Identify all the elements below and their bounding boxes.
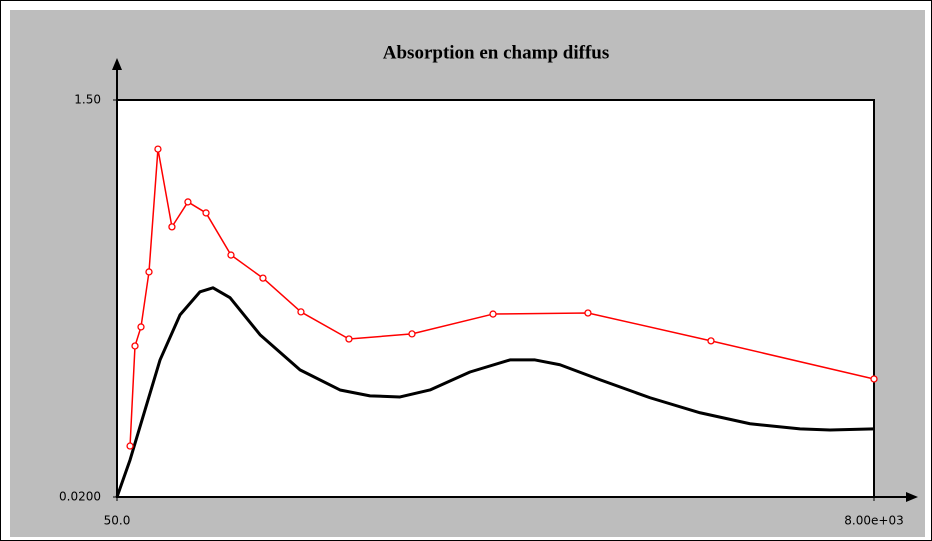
data-point bbox=[184, 198, 192, 206]
data-point bbox=[870, 375, 878, 383]
x-axis-arrow bbox=[906, 492, 918, 502]
data-point bbox=[154, 145, 162, 153]
y-tick-label: 1.50 bbox=[74, 93, 101, 107]
data-point bbox=[131, 342, 139, 350]
data-point bbox=[168, 223, 176, 231]
data-point bbox=[489, 310, 497, 318]
y-tick-label: 0.0200 bbox=[59, 490, 101, 504]
data-point bbox=[137, 323, 145, 331]
chart-title: Absorption en champ diffus bbox=[383, 42, 609, 63]
data-point bbox=[297, 308, 305, 316]
data-point bbox=[584, 309, 592, 317]
x-tick-label: 8.00e+03 bbox=[844, 514, 903, 528]
data-point bbox=[145, 268, 153, 276]
data-point bbox=[259, 274, 267, 282]
data-point bbox=[408, 330, 416, 338]
plot-area bbox=[116, 99, 875, 498]
y-axis-arrow bbox=[112, 58, 122, 70]
series-line bbox=[115, 286, 875, 498]
data-point bbox=[202, 209, 210, 217]
data-point bbox=[227, 251, 235, 259]
x-tick-label: 50.0 bbox=[104, 514, 131, 528]
data-point bbox=[345, 335, 353, 343]
data-point bbox=[126, 442, 134, 450]
data-point bbox=[707, 337, 715, 345]
